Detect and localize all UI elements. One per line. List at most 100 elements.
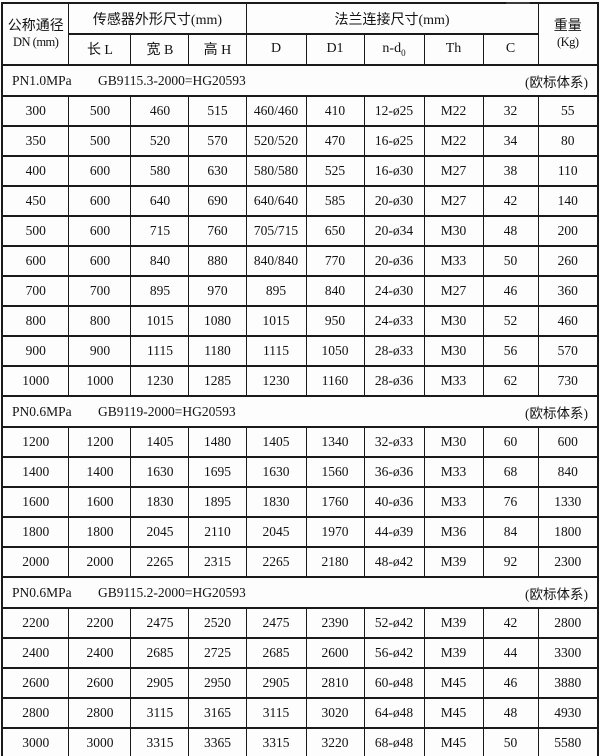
table-cell: M39	[423, 607, 484, 639]
table-cell: 32-ø33	[363, 426, 425, 458]
table-cell: 80	[537, 125, 599, 157]
table-cell: M27	[423, 155, 484, 187]
table-cell: 1630	[245, 456, 307, 488]
table-cell: 92	[482, 546, 539, 578]
table-cell: 1115	[130, 335, 190, 367]
table-cell: 700	[68, 275, 132, 307]
table-cell: 60-ø48	[363, 667, 425, 699]
table-cell: 64-ø48	[363, 697, 425, 729]
table-cell: 38	[482, 155, 539, 187]
standard-code-label: GB9119-2000=HG20593	[97, 403, 236, 419]
table-cell: 520/520	[245, 125, 307, 157]
table-row: 2000 2000 2265 2315 2265 2180 48-ø42 M39 92 2300	[1, 546, 599, 578]
table-cell: 260	[537, 245, 599, 277]
table-cell: 2600	[1, 667, 70, 699]
table-cell: 24-ø33	[363, 305, 425, 337]
header-weight-title: 重量	[553, 18, 582, 34]
table-row: 700 700 895 970 895 840 24-ø30 M27 46 360	[1, 275, 599, 307]
table-cell: 3115	[130, 697, 190, 729]
table-cell: 1080	[188, 305, 247, 337]
table-cell: 600	[537, 426, 599, 458]
table-cell: 62	[482, 365, 539, 397]
table-cell: 48	[482, 215, 539, 247]
table-cell: 40-ø36	[363, 486, 425, 518]
table-row: 1200 1200 1405 1480 1405 1340 32-ø33 M30 60 600	[1, 426, 599, 458]
table-cell: 1400	[68, 456, 132, 488]
table-cell: 470	[305, 125, 365, 157]
table-cell: M27	[423, 185, 484, 217]
table-cell: M45	[423, 667, 484, 699]
table-cell: 1015	[245, 305, 307, 337]
table-cell: 50	[482, 245, 539, 277]
header-col-length: 长 L	[68, 33, 132, 66]
table-cell: 640	[130, 185, 190, 217]
table-cell: 880	[188, 245, 247, 277]
table-cell: 2390	[305, 607, 365, 639]
pressure-rating-label: PN1.0MPa	[11, 72, 72, 88]
table-cell: M33	[423, 245, 484, 277]
header-col-d: D	[245, 33, 307, 66]
table-cell: 640/640	[245, 185, 307, 217]
table-cell: 48	[482, 697, 539, 729]
table-cell: 46	[482, 667, 539, 699]
table-cell: 1800	[1, 516, 70, 548]
table-cell: 48-ø42	[363, 546, 425, 578]
table-cell: 1400	[1, 456, 70, 488]
table-cell: 2905	[245, 667, 307, 699]
table-row: 900 900 1115 1180 1115 1050 28-ø33 M30 56 570	[1, 335, 599, 367]
table-row: 2600 2600 2905 2950 2905 2810 60-ø48 M45 46 3880	[1, 667, 599, 699]
table-cell: 20-ø34	[363, 215, 425, 247]
table-cell: M27	[423, 275, 484, 307]
table-cell: 1560	[305, 456, 365, 488]
table-cell: 2685	[245, 637, 307, 669]
table-cell: 840	[537, 456, 599, 488]
table-row: 350 500 520 570 520/520 470 16-ø25 M22 34 80	[1, 125, 599, 157]
table-row: 300 500 460 515 460/460 410 12-ø25 M22 32 55	[1, 95, 599, 127]
table-cell: 580/580	[245, 155, 307, 187]
standard-code-label: GB9115.3-2000=HG20593	[97, 72, 246, 88]
table-cell: 705/715	[245, 215, 307, 247]
table-cell: 410	[305, 95, 365, 127]
table-cell: 12-ø25	[363, 95, 425, 127]
table-cell: 1600	[1, 486, 70, 518]
table-cell: 500	[1, 215, 70, 247]
table-cell: 900	[68, 335, 132, 367]
table-cell: 1200	[1, 426, 70, 458]
table-row: 800 800 1015 1080 1015 950 24-ø33 M30 52 460	[1, 305, 599, 337]
header-col-width: 宽 B	[130, 33, 190, 66]
table-cell: 840	[305, 275, 365, 307]
table-cell: 42	[482, 607, 539, 639]
table-cell: 2600	[68, 667, 132, 699]
table-cell: 2520	[188, 607, 247, 639]
table-cell: 2000	[1, 546, 70, 578]
table-cell: 600	[68, 245, 132, 277]
table-cell: 1970	[305, 516, 365, 548]
table-cell: 3880	[537, 667, 599, 699]
table-cell: 84	[482, 516, 539, 548]
table-cell: 1760	[305, 486, 365, 518]
table-cell: 36-ø36	[363, 456, 425, 488]
table-row: 400 600 580 630 580/580 525 16-ø30 M27 38 110	[1, 155, 599, 187]
table-cell: 1695	[188, 456, 247, 488]
table-cell: 1895	[188, 486, 247, 518]
table-cell: 760	[188, 215, 247, 247]
table-cell: 1405	[245, 426, 307, 458]
table-cell: 350	[1, 125, 70, 157]
table-cell: 1480	[188, 426, 247, 458]
table-cell: M33	[423, 486, 484, 518]
table-cell: 515	[188, 95, 247, 127]
table-cell: 2800	[1, 697, 70, 729]
table-cell: 800	[68, 305, 132, 337]
table-cell: 46	[482, 275, 539, 307]
table-cell: 1630	[130, 456, 190, 488]
table-cell: 1330	[537, 486, 599, 518]
table-cell: 2800	[537, 607, 599, 639]
table-cell: 2600	[305, 637, 365, 669]
table-cell: 580	[130, 155, 190, 187]
header-col-th: Th	[423, 33, 484, 66]
table-cell: 800	[1, 305, 70, 337]
table-cell: 3115	[245, 697, 307, 729]
table-cell: 630	[188, 155, 247, 187]
table-cell: 1830	[245, 486, 307, 518]
table-cell: M30	[423, 215, 484, 247]
